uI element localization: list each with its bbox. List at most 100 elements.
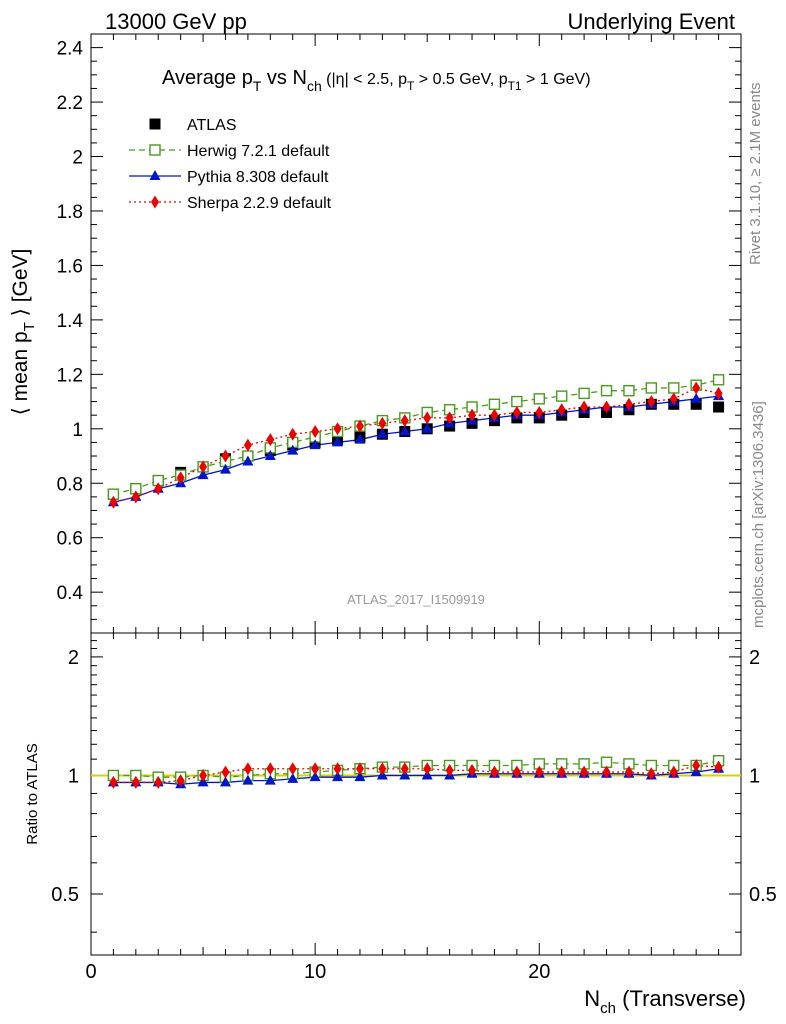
legend-marker bbox=[149, 144, 161, 156]
main-point-sherpa bbox=[580, 400, 589, 414]
y-axis-label-main: ⟨ mean pT ⟩ [GeV] bbox=[9, 249, 38, 416]
ratio-point-pythia bbox=[264, 774, 276, 785]
main-point-sherpa bbox=[647, 395, 656, 409]
ratio-point-sherpa bbox=[154, 775, 163, 789]
ratio-point-sherpa bbox=[355, 762, 364, 776]
main-point-herwig bbox=[555, 390, 568, 402]
y-tick-label-main: 0.8 bbox=[57, 474, 83, 495]
ratio-point-pythia bbox=[219, 776, 231, 787]
legend: ATLAS Herwig 7.2.1 default Pythia 8.308 de… bbox=[129, 117, 332, 212]
main-point-pythia bbox=[376, 428, 388, 439]
ratio-point-sherpa bbox=[714, 760, 723, 774]
ratio-line-sherpa bbox=[113, 764, 719, 784]
y-tick-label-main: 2 bbox=[72, 148, 83, 169]
main-point-sherpa bbox=[333, 422, 342, 436]
y-tick-label-ratio: 2 bbox=[68, 647, 79, 669]
legend-label: Sherpa 2.2.9 default bbox=[187, 195, 332, 212]
ratio-point-pythia bbox=[287, 772, 299, 783]
main-point-herwig bbox=[600, 384, 613, 397]
x-axis-label: Nch (Transverse) bbox=[584, 986, 746, 1017]
header-right: Underlying Event bbox=[567, 9, 735, 34]
legend-label: ATLAS bbox=[187, 117, 237, 134]
main-point-sherpa bbox=[109, 495, 118, 509]
legend-marker bbox=[149, 170, 161, 180]
ratio-series-layer bbox=[107, 755, 725, 789]
x-tick-label: 10 bbox=[304, 961, 326, 983]
main-point-pythia bbox=[219, 463, 231, 474]
main-point-pythia bbox=[690, 392, 702, 403]
ratio-point-sherpa bbox=[266, 762, 275, 776]
ratio-point-sherpa bbox=[288, 762, 297, 776]
ratio-point-sherpa bbox=[176, 774, 185, 788]
main-point-sherpa bbox=[266, 433, 275, 447]
legend-label: Pythia 8.308 default bbox=[187, 169, 329, 186]
ratio-point-sherpa bbox=[378, 762, 387, 776]
ratio-point-sherpa bbox=[333, 762, 342, 776]
x-tick-label: 20 bbox=[528, 961, 550, 983]
plot-title: Average pT vs Nch (|η| < 2.5, pT > 0.5 G… bbox=[162, 67, 591, 94]
main-point-sherpa bbox=[378, 416, 387, 430]
main-point-herwig bbox=[488, 398, 501, 410]
ratio-panel-frame bbox=[90, 632, 742, 956]
main-point-herwig bbox=[623, 384, 635, 397]
mcplots-label: mcplots.cern.ch [arXiv:1306.3436] bbox=[750, 401, 767, 628]
legend-marker bbox=[151, 195, 159, 209]
ratio-point-sherpa bbox=[692, 758, 701, 772]
y-tick-label-ratio: 1 bbox=[68, 765, 79, 787]
main-point-sherpa bbox=[400, 414, 409, 428]
y-axis-label-ratio: Ratio to ATLAS bbox=[24, 743, 41, 844]
ratio-line-herwig bbox=[113, 760, 719, 778]
main-point-pythia bbox=[354, 433, 366, 444]
main-point-herwig bbox=[668, 382, 680, 394]
y-tick-label-main: 1.6 bbox=[57, 256, 83, 277]
ratio-point-sherpa bbox=[243, 762, 252, 776]
ratio-point-sherpa bbox=[647, 767, 656, 781]
ratio-point-sherpa bbox=[669, 765, 678, 779]
y-tick-label-ratio-right: 0.5 bbox=[749, 884, 777, 906]
main-line-herwig bbox=[113, 379, 719, 495]
analysis-label: ATLAS_2017_I1509919 bbox=[347, 592, 485, 607]
ratio-point-sherpa bbox=[490, 765, 499, 779]
main-point-sherpa bbox=[669, 392, 678, 406]
y-tick-label-main: 1 bbox=[72, 420, 83, 441]
main-point-pythia bbox=[399, 425, 411, 436]
main-point-pythia bbox=[309, 439, 321, 450]
ratio-point-pythia bbox=[242, 774, 254, 785]
main-point-sherpa bbox=[131, 490, 140, 504]
y-tick-label-ratio: 0.5 bbox=[51, 884, 79, 906]
y-tick-label-main: 2.4 bbox=[57, 39, 84, 60]
ratio-line-pythia bbox=[113, 768, 719, 785]
main-point-sherpa bbox=[355, 419, 364, 433]
ratio-point-sherpa bbox=[535, 765, 544, 779]
ratio-point-sherpa bbox=[109, 775, 118, 789]
main-point-pythia bbox=[421, 422, 433, 433]
main-point-herwig bbox=[645, 382, 658, 394]
y-tick-label-ratio-right: 1 bbox=[749, 765, 760, 787]
main-point-herwig bbox=[578, 387, 590, 400]
main-point-herwig bbox=[533, 393, 545, 405]
legend-marker bbox=[149, 118, 161, 130]
main-point-atlas bbox=[690, 398, 702, 410]
rivet-label: Rivet 3.1.10, ≥ 2.1M events bbox=[747, 83, 764, 266]
ratio-point-sherpa bbox=[512, 765, 521, 779]
ratio-point-sherpa bbox=[557, 765, 566, 779]
ratio-axis-ticks: 0.5 0.51 12 20 10 20 bbox=[51, 633, 777, 983]
y-tick-label-main: 1.4 bbox=[57, 311, 84, 332]
ratio-point-sherpa bbox=[468, 763, 477, 777]
main-point-herwig bbox=[511, 395, 523, 408]
main-point-sherpa bbox=[512, 405, 521, 419]
ratio-point-sherpa bbox=[580, 765, 589, 779]
ratio-point-pythia bbox=[332, 771, 344, 782]
main-point-sherpa bbox=[221, 449, 230, 463]
y-tick-label-main: 2.2 bbox=[57, 93, 83, 114]
main-point-sherpa bbox=[624, 397, 633, 411]
main-point-sherpa bbox=[176, 471, 185, 485]
ratio-point-sherpa bbox=[311, 762, 320, 776]
main-point-pythia bbox=[197, 469, 209, 480]
main-line-sherpa bbox=[113, 387, 719, 503]
y-tick-label-main: 0.4 bbox=[57, 583, 84, 604]
main-point-sherpa bbox=[557, 403, 566, 417]
main-point-sherpa bbox=[602, 400, 611, 414]
main-point-pythia bbox=[287, 444, 299, 455]
